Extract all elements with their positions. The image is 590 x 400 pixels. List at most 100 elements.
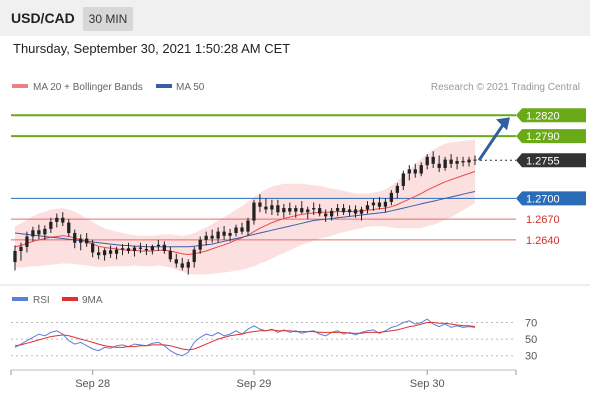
candle-body bbox=[120, 248, 125, 250]
timestamp: Thursday, September 30, 2021 1:50:28 AM … bbox=[13, 41, 291, 56]
candle-body bbox=[455, 161, 459, 164]
candle-body bbox=[407, 169, 411, 174]
level-label-1.2790: 1.2790 bbox=[526, 131, 560, 143]
credit-text: Research © 2021 Trading Central bbox=[431, 82, 580, 93]
level-label-1.2755: 1.2755 bbox=[526, 155, 560, 167]
candle-body bbox=[300, 208, 304, 213]
ma20-legend-label: MA 20 + Bollinger Bands bbox=[33, 82, 143, 93]
candle-body bbox=[186, 262, 190, 268]
candle-body bbox=[276, 205, 280, 213]
candle-body bbox=[222, 231, 226, 236]
candle-body bbox=[114, 249, 119, 254]
candle-body bbox=[31, 230, 35, 237]
candle-body bbox=[383, 201, 388, 207]
candle-body bbox=[162, 244, 166, 251]
candle-body bbox=[431, 156, 435, 164]
candle-body bbox=[258, 202, 262, 207]
candle-body bbox=[228, 233, 232, 236]
candle-body bbox=[389, 192, 394, 202]
rsi-ma-legend-swatch bbox=[62, 297, 78, 301]
candle-body bbox=[264, 206, 268, 210]
candle-body bbox=[96, 252, 101, 256]
x-tick-label: Sep 29 bbox=[237, 378, 272, 390]
candle-body bbox=[198, 239, 202, 250]
bollinger-band-area bbox=[15, 139, 475, 275]
candle-body bbox=[377, 202, 382, 207]
candle-body bbox=[216, 231, 220, 239]
candle-body bbox=[443, 159, 447, 168]
rsi-tick-50: 50 bbox=[525, 334, 537, 346]
rsi-legend-swatch bbox=[12, 297, 28, 301]
candle-body bbox=[282, 208, 286, 213]
x-tick-label: Sep 30 bbox=[410, 378, 445, 390]
candle-body bbox=[13, 251, 17, 263]
candle-body bbox=[437, 163, 441, 168]
candle-body bbox=[270, 205, 274, 210]
candle-body bbox=[102, 250, 107, 256]
candle-body bbox=[210, 235, 214, 239]
candle-body bbox=[401, 173, 405, 186]
candle-body bbox=[461, 161, 465, 163]
rsi-tick-30: 30 bbox=[525, 351, 537, 363]
header-bar: USD/CAD 30 MIN bbox=[0, 0, 590, 36]
candle-body bbox=[294, 208, 298, 212]
candle-body bbox=[61, 217, 65, 223]
candle-body bbox=[234, 227, 238, 233]
x-axis-ticks: Sep 28 Sep 29 Sep 30 bbox=[10, 370, 517, 390]
level-tag-1.2820 bbox=[516, 108, 586, 123]
rsi-ma-legend-label: 9MA bbox=[82, 295, 103, 306]
candle-body bbox=[473, 159, 477, 161]
candle-body bbox=[126, 248, 131, 251]
level-label-1.2820: 1.2820 bbox=[526, 110, 560, 122]
candle-body bbox=[252, 202, 256, 221]
forecast-arrow-head bbox=[496, 117, 510, 131]
candle-body bbox=[73, 233, 77, 243]
level-tag-1.2700 bbox=[516, 191, 586, 206]
ma50-line bbox=[14, 191, 476, 248]
candle-body bbox=[67, 222, 71, 233]
candle-body bbox=[413, 169, 417, 174]
ma20-legend-swatch bbox=[12, 84, 28, 88]
rsi-plot: 70 50 30 bbox=[11, 317, 537, 363]
candle-body bbox=[419, 165, 423, 174]
interval-button[interactable]: 30 MIN bbox=[83, 7, 133, 31]
candle-body bbox=[180, 263, 184, 268]
candle-body bbox=[138, 247, 143, 249]
symbol-label: USD/CAD bbox=[11, 10, 75, 26]
candle-body bbox=[108, 250, 113, 254]
candle-body bbox=[318, 208, 322, 214]
candle-body bbox=[79, 238, 83, 243]
rsi-line bbox=[14, 318, 476, 357]
candle-body bbox=[246, 220, 250, 232]
candle-body bbox=[174, 259, 178, 264]
candle-body bbox=[365, 205, 370, 210]
price-plot: 1.2820 1.2790 1.2755 1.2700 1.2670 1.2640 bbox=[11, 108, 586, 275]
candle-body bbox=[395, 185, 399, 193]
candle-body bbox=[359, 209, 364, 214]
candle-body bbox=[150, 246, 155, 251]
candle-body bbox=[306, 209, 310, 213]
candle-body bbox=[335, 208, 340, 211]
candle-body bbox=[240, 227, 244, 232]
candle-body bbox=[19, 246, 23, 251]
rsi-ma-line bbox=[14, 322, 476, 351]
level-tag-1.2790 bbox=[516, 129, 586, 144]
candle-body bbox=[49, 221, 53, 229]
candle-body bbox=[425, 156, 429, 166]
candle-body bbox=[168, 251, 172, 260]
candle-body bbox=[91, 243, 95, 253]
forecast-arrow-shaft bbox=[477, 122, 506, 162]
candle-body bbox=[341, 208, 346, 213]
candle-body bbox=[37, 230, 41, 235]
candle-body bbox=[43, 228, 47, 235]
candle-body bbox=[156, 244, 161, 247]
candle-body bbox=[329, 210, 334, 217]
candle-body bbox=[192, 249, 196, 263]
candle-body bbox=[85, 238, 89, 244]
rsi-tick-70: 70 bbox=[525, 317, 537, 329]
level-label-1.2700: 1.2700 bbox=[526, 193, 560, 205]
level-label-1.2670: 1.2670 bbox=[526, 214, 560, 226]
candle-body bbox=[467, 159, 471, 163]
level-label-1.2640: 1.2640 bbox=[526, 235, 560, 247]
candle-body bbox=[144, 248, 149, 251]
